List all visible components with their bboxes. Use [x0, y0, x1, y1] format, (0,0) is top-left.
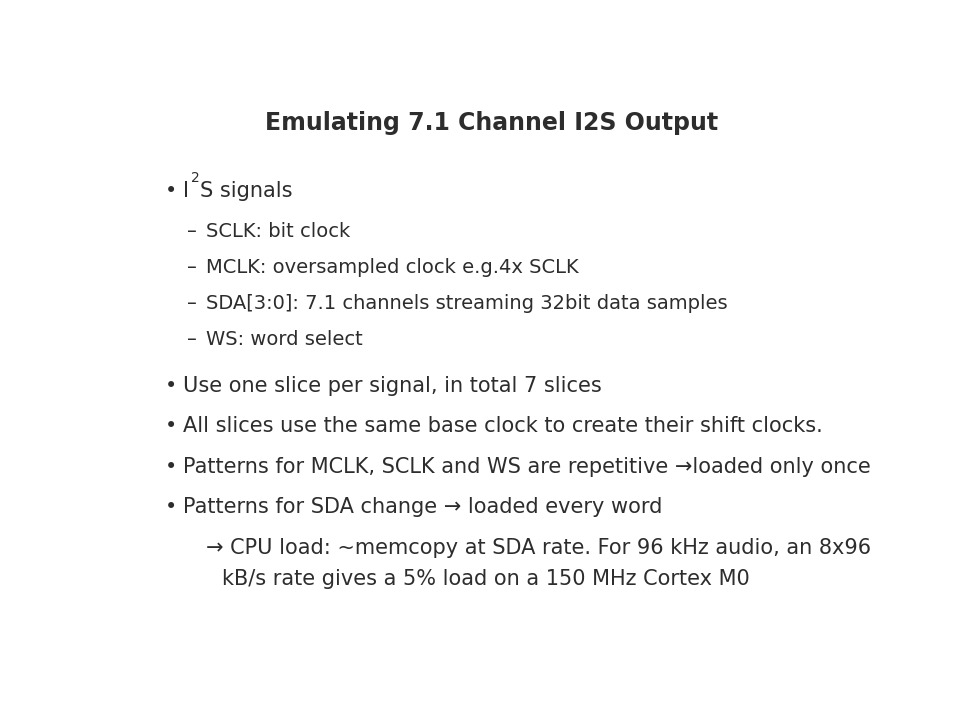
Text: •: • [165, 498, 177, 517]
Text: 2: 2 [191, 171, 201, 184]
Text: •: • [165, 416, 177, 436]
Text: –: – [187, 330, 197, 349]
Text: WS: word select: WS: word select [205, 330, 362, 349]
Text: S signals: S signals [200, 181, 292, 201]
Text: –: – [187, 258, 197, 277]
Text: Emulating 7.1 Channel I2S Output: Emulating 7.1 Channel I2S Output [265, 112, 719, 135]
Text: •: • [165, 376, 177, 396]
Text: All slices use the same base clock to create their shift clocks.: All slices use the same base clock to cr… [183, 416, 823, 436]
Text: → CPU load: ~memcopy at SDA rate. For 96 kHz audio, an 8x96: → CPU load: ~memcopy at SDA rate. For 96… [205, 538, 871, 558]
Text: SDA[3:0]: 7.1 channels streaming 32bit data samples: SDA[3:0]: 7.1 channels streaming 32bit d… [205, 294, 727, 313]
Text: Patterns for SDA change → loaded every word: Patterns for SDA change → loaded every w… [183, 498, 662, 517]
Text: MCLK: oversampled clock e.g.4x SCLK: MCLK: oversampled clock e.g.4x SCLK [205, 258, 578, 277]
Text: –: – [187, 294, 197, 313]
Text: I: I [183, 181, 189, 201]
Text: Use one slice per signal, in total 7 slices: Use one slice per signal, in total 7 sli… [183, 376, 602, 396]
Text: kB/s rate gives a 5% load on a 150 MHz Cortex M0: kB/s rate gives a 5% load on a 150 MHz C… [222, 569, 750, 589]
Text: •: • [165, 456, 177, 477]
Text: SCLK: bit clock: SCLK: bit clock [205, 222, 349, 241]
Text: –: – [187, 222, 197, 241]
Text: •: • [165, 181, 177, 201]
Text: Patterns for MCLK, SCLK and WS are repetitive →loaded only once: Patterns for MCLK, SCLK and WS are repet… [183, 456, 871, 477]
